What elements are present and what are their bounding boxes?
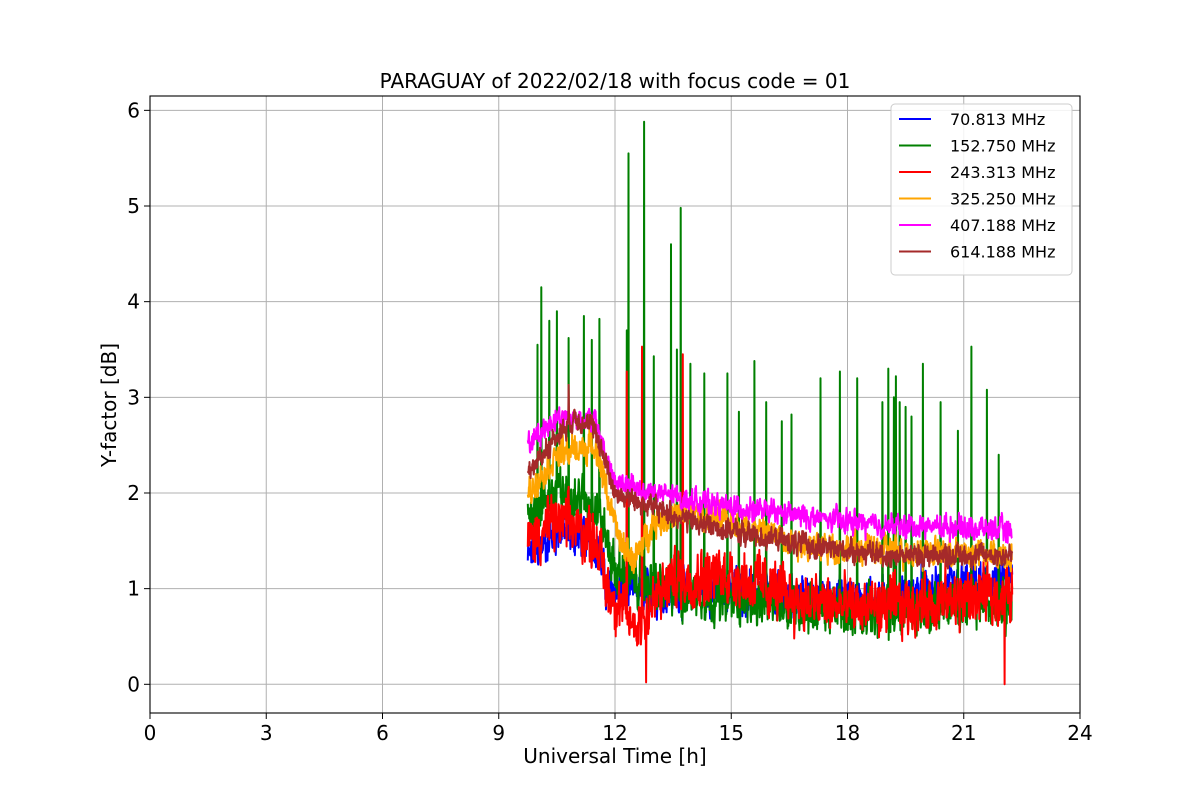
y-tick-label: 5	[127, 194, 140, 218]
legend-label: 70.813 MHz	[950, 110, 1045, 129]
x-tick-label: 12	[602, 721, 627, 745]
legend-label: 152.750 MHz	[950, 137, 1055, 156]
x-tick-label: 3	[260, 721, 273, 745]
y-axis-label: Y-factor [dB]	[97, 343, 121, 468]
y-tick-label: 0	[127, 672, 140, 696]
legend-label: 407.188 MHz	[950, 216, 1055, 235]
x-tick-label: 21	[951, 721, 976, 745]
series-line	[526, 383, 1014, 571]
plot-lines	[526, 120, 1014, 686]
legend-label: 614.188 MHz	[950, 243, 1055, 262]
x-tick-label: 9	[492, 721, 505, 745]
chart-title: PARAGUAY of 2022/02/18 with focus code =…	[380, 69, 851, 93]
y-tick-label: 1	[127, 577, 140, 601]
y-tick-label: 6	[127, 98, 140, 122]
x-tick-label: 18	[835, 721, 860, 745]
x-tick-label: 15	[719, 721, 744, 745]
y-tick-label: 2	[127, 481, 140, 505]
series-line	[526, 345, 1014, 686]
x-tick-label: 0	[144, 721, 157, 745]
x-tick-label: 24	[1067, 721, 1092, 745]
chart-legend: 70.813 MHz 152.750 MHz 243.313 MHz 325.250 …	[890, 103, 1073, 276]
x-tick-label: 6	[376, 721, 389, 745]
x-axis-label: Universal Time [h]	[523, 744, 706, 768]
legend-label: 243.313 MHz	[950, 163, 1055, 182]
legend-box	[890, 103, 1073, 276]
legend-label: 325.250 MHz	[950, 190, 1055, 209]
y-tick-label: 3	[127, 385, 140, 409]
y-tick-label: 4	[127, 290, 140, 314]
series-line	[526, 406, 1013, 544]
